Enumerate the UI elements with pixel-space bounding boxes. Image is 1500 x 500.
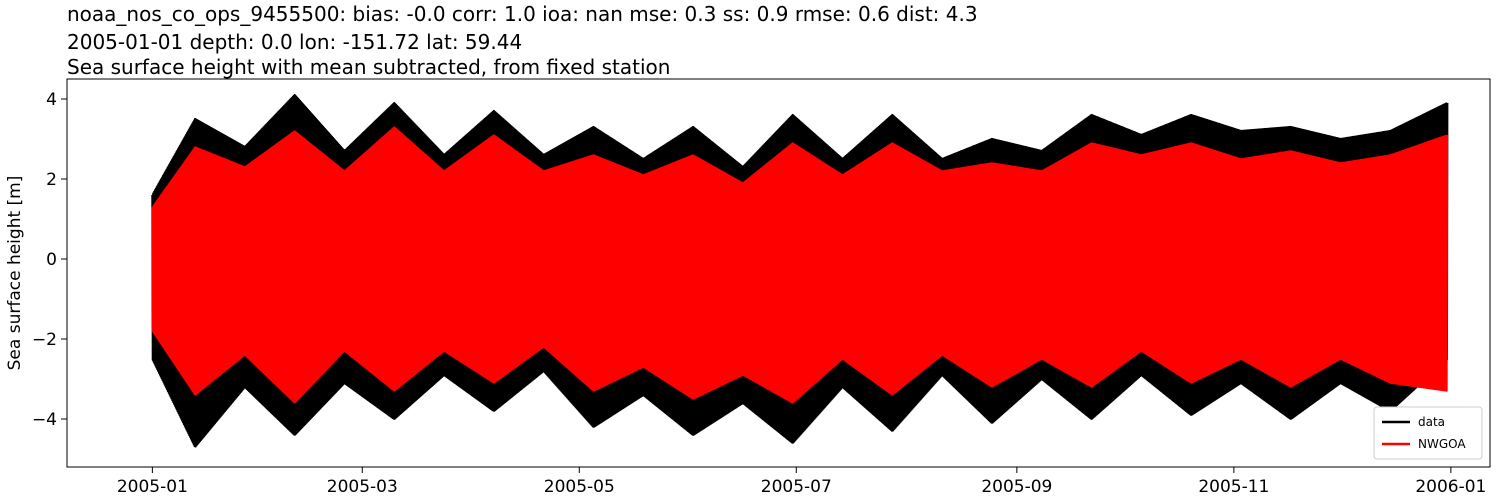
chart-title-line-3: Sea surface height with mean subtracted,…	[67, 55, 671, 79]
chart-title-line-2: 2005-01-01 depth: 0.0 lon: -151.72 lat: …	[67, 30, 523, 54]
x-tick-label: 2005-01	[117, 477, 188, 497]
x-tick-label: 2006-01	[1415, 477, 1486, 497]
x-tick-label: 2005-03	[327, 477, 398, 497]
y-tick-label: 4	[46, 90, 57, 110]
x-tick-label: 2005-11	[1198, 477, 1269, 497]
legend-label-data: data	[1418, 415, 1445, 429]
series-line-nwgoa	[151, 126, 1449, 404]
plot-frame	[66, 78, 1491, 468]
y-tick-label: 0	[46, 250, 57, 270]
y-tick-label: −4	[32, 410, 57, 430]
plot-area	[151, 93, 1449, 448]
x-tick-label: 2005-05	[544, 477, 615, 497]
x-tick-label: 2005-07	[761, 477, 832, 497]
x-tick-label: 2005-09	[981, 477, 1052, 497]
legend-box	[1373, 406, 1483, 460]
y-tick-label: −2	[32, 330, 57, 350]
axes: 2005-01 2005-03 2005-05 2005-07 2005-09 2005-…	[32, 90, 1486, 497]
y-axis-label: Sea surface height [m]	[5, 176, 25, 371]
y-tick-label: 2	[46, 170, 57, 190]
legend: data NWGOA	[1373, 406, 1483, 460]
chart-title-line-1: noaa_nos_co_ops_9455500: bias: -0.0 corr…	[67, 2, 978, 26]
legend-label-nwgoa: NWGOA	[1418, 437, 1466, 451]
